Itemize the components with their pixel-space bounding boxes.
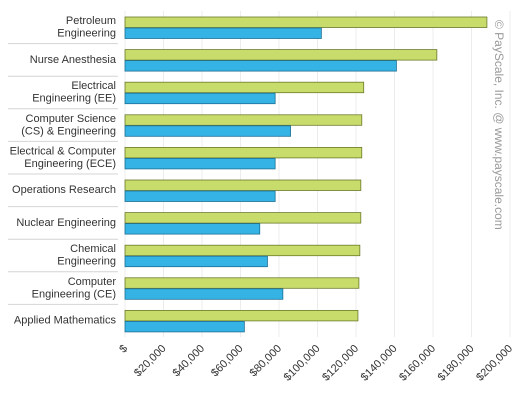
category-label: Electrical bbox=[71, 80, 116, 92]
bar-series-1[interactable] bbox=[124, 146, 363, 159]
bar-series-1[interactable] bbox=[124, 244, 361, 257]
category-label: Computer Science bbox=[26, 113, 117, 125]
bars bbox=[124, 16, 488, 333]
category-label: (CS) & Engineering bbox=[21, 125, 116, 137]
bar-series-2[interactable] bbox=[124, 288, 284, 300]
category-label: Nurse Anesthesia bbox=[30, 54, 117, 66]
bar-series-2[interactable] bbox=[124, 190, 276, 202]
category-label: Engineering bbox=[57, 256, 116, 268]
category-label: Electrical & Computer bbox=[10, 145, 117, 157]
bar-series-2[interactable] bbox=[124, 92, 276, 105]
category-label: Engineering (EE) bbox=[32, 93, 116, 105]
category-label: Operations Research bbox=[12, 184, 116, 196]
x-tick-labels: $ $20,000 $40,000 $60,000 $80,000$100,000$12… bbox=[117, 343, 515, 384]
bar-series-2[interactable] bbox=[124, 320, 245, 333]
category-label: Applied Mathematics bbox=[14, 315, 117, 327]
bar-series-2[interactable] bbox=[124, 60, 397, 72]
bar-series-2[interactable] bbox=[124, 157, 276, 170]
bar-series-2[interactable] bbox=[124, 27, 322, 39]
category-label: Engineering bbox=[57, 27, 116, 39]
category-label: Computer bbox=[68, 276, 117, 288]
x-tick-label: $140,000 bbox=[359, 343, 400, 384]
category-label: Engineering (ECE) bbox=[24, 158, 116, 170]
x-tick-label: $100,000 bbox=[282, 343, 323, 384]
category-label: Nuclear Engineering bbox=[16, 217, 116, 229]
watermark-text: © PayScale, Inc. @ www.payscale.com bbox=[492, 20, 506, 230]
bar-series-2[interactable] bbox=[124, 223, 261, 235]
x-tick-label: $40,000 bbox=[171, 343, 208, 380]
x-tick-label: $20,000 bbox=[132, 343, 169, 380]
category-label: Chemical bbox=[70, 243, 116, 255]
category-label: Engineering (CE) bbox=[32, 288, 116, 300]
bar-series-1[interactable] bbox=[124, 49, 438, 61]
x-tick-label: $180,000 bbox=[436, 343, 477, 384]
bar-series-2[interactable] bbox=[124, 125, 291, 137]
bar-series-2[interactable] bbox=[124, 255, 268, 268]
bar-series-1[interactable] bbox=[124, 16, 488, 28]
x-tick-label: $ bbox=[117, 343, 130, 356]
bar-series-1[interactable] bbox=[124, 114, 363, 126]
bar-series-1[interactable] bbox=[124, 81, 365, 94]
x-tick-label: $60,000 bbox=[209, 343, 246, 380]
bar-series-1[interactable] bbox=[124, 212, 362, 224]
x-tick-label: $160,000 bbox=[397, 343, 438, 384]
bar-series-1[interactable] bbox=[124, 277, 360, 289]
bar-series-1[interactable] bbox=[124, 179, 362, 191]
x-tick-label: $120,000 bbox=[320, 343, 361, 384]
x-tick-label: $200,000 bbox=[474, 343, 515, 384]
bar-series-1[interactable] bbox=[124, 309, 359, 322]
x-tick-label: $80,000 bbox=[248, 343, 285, 380]
category-label: Petroleum bbox=[66, 15, 116, 27]
